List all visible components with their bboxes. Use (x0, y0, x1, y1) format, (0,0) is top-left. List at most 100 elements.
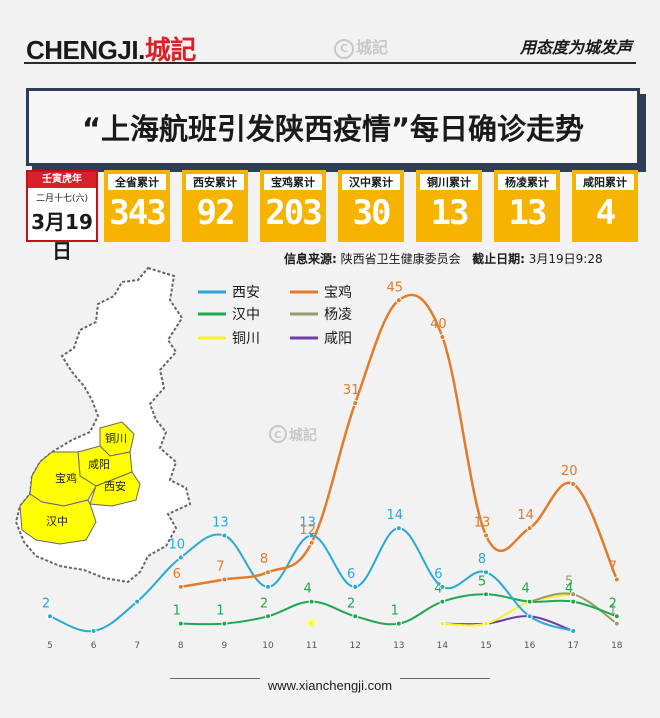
x-tick-label: 6 (91, 641, 97, 651)
series-point (308, 539, 315, 546)
series-line (442, 593, 574, 627)
data-label: 13 (212, 515, 229, 530)
series-point (352, 400, 359, 407)
total-card-province: 全省累计 343 (104, 170, 170, 242)
footer-url: www.xianchengji.com (267, 678, 393, 693)
data-label: 1 (173, 604, 181, 619)
svg-text:C: C (274, 430, 281, 441)
card-value: 203 (265, 193, 322, 233)
series-1: 6 7 8 12 31 45 40 13 14 20 7 (173, 280, 620, 590)
cutoff-value: 3月19日9:28 (528, 252, 603, 266)
data-label: 20 (561, 464, 578, 479)
data-label: 7 (609, 560, 617, 575)
series-point (221, 532, 228, 539)
x-tick-label: 5 (47, 641, 53, 651)
totals-cards: 全省累计 343 西安累计 92 宝鸡累计 203 汉中累计 30 铜川累计 13 杨凌累… (104, 170, 646, 242)
data-label: 2 (609, 596, 617, 611)
series-point (613, 576, 620, 583)
brand-logo: CHENGJI.城記 (26, 30, 196, 67)
series-point (439, 620, 446, 627)
page-title: “上海航班引发陕西疫情”每日确诊走势 (26, 88, 640, 166)
series-point (177, 554, 184, 561)
data-label: 31 (343, 383, 360, 398)
card-label: 西安累计 (186, 174, 244, 190)
data-label: 5 (478, 574, 486, 589)
data-label: 7 (216, 560, 224, 575)
card-label: 宝鸡累计 (264, 174, 322, 190)
x-tick-label: 16 (524, 641, 536, 651)
calendar-date: 3月19日 (31, 210, 93, 263)
source-line: 信息来源: 陕西省卫生健康委员会 截止日期: 3月19日9:28 (284, 250, 603, 267)
series-point (265, 583, 271, 590)
data-label: 5 (565, 574, 573, 589)
x-tick-label: 15 (480, 641, 491, 651)
x-tick-label: 17 (567, 641, 578, 651)
data-label: 6 (347, 567, 355, 582)
map-region-hanzhong (19, 493, 97, 545)
card-label: 杨凌累计 (498, 174, 556, 190)
card-value: 13 (430, 193, 470, 233)
data-label: 13 (299, 515, 316, 530)
data-label: 4 (565, 582, 573, 597)
series-point (352, 613, 359, 620)
data-label: 14 (387, 508, 404, 523)
series-point (483, 620, 489, 627)
footer-rule-right (400, 678, 490, 679)
series-point (308, 620, 315, 627)
data-label: 45 (387, 280, 404, 295)
x-tick-label: 12 (349, 641, 360, 651)
map-label-baoji: 宝鸡 (55, 471, 77, 485)
series-point (570, 598, 577, 605)
series-point (395, 620, 402, 627)
series-point (526, 613, 533, 620)
legend-label: 铜川 (232, 331, 260, 347)
series-point (221, 576, 228, 583)
footer-rule-left (170, 678, 260, 679)
data-label: 1 (216, 604, 224, 619)
series-point (134, 598, 141, 605)
data-label: 4 (521, 582, 529, 597)
series-2: 1 1 242 14 5 4 42 (173, 574, 620, 627)
source-label: 信息来源: (284, 252, 337, 266)
map-region-xian (89, 471, 141, 507)
total-card-baoji: 宝鸡累计 203 (260, 170, 326, 242)
header-divider (24, 62, 636, 64)
x-tick-label: 10 (262, 641, 274, 651)
data-label: 10 (169, 538, 186, 553)
card-label: 汉中累计 (342, 174, 400, 190)
watermark-c-icon: C (334, 38, 354, 59)
x-tick-label: 8 (178, 641, 184, 651)
series-point (265, 613, 271, 620)
legend-label: 宝鸡 (324, 284, 352, 301)
series-point (483, 569, 489, 576)
data-label: 6 (434, 567, 442, 582)
series-point (526, 525, 533, 532)
data-label: 4 (303, 582, 311, 597)
data-label: 8 (260, 552, 268, 567)
card-value: 30 (352, 193, 392, 233)
legend-label: 西安 (232, 285, 260, 301)
series-point (439, 598, 446, 605)
series-point (395, 525, 402, 532)
series-point (177, 620, 184, 627)
series-point (439, 334, 446, 340)
series-point (177, 583, 184, 590)
card-value: 92 (196, 193, 236, 233)
series-point (526, 598, 533, 605)
watermark-top: C 城記 (334, 34, 388, 59)
data-label: 2 (42, 596, 50, 611)
data-label: 13 (474, 515, 491, 530)
calendar-lunar: 二月十七(六) (35, 194, 89, 204)
data-label: 2 (260, 596, 268, 611)
x-axis: 5 6 7 8 9 10 11 12 13 14 15 16 17 18 (47, 641, 623, 651)
calendar-year: 壬寅虎年 (28, 172, 96, 188)
card-label: 铜川累计 (420, 174, 478, 190)
data-label: 12 (299, 523, 316, 538)
slogan: 用态度为城发声 (519, 38, 632, 57)
series-point (265, 569, 271, 576)
data-label: 2 (347, 596, 355, 611)
series-point (570, 481, 577, 487)
